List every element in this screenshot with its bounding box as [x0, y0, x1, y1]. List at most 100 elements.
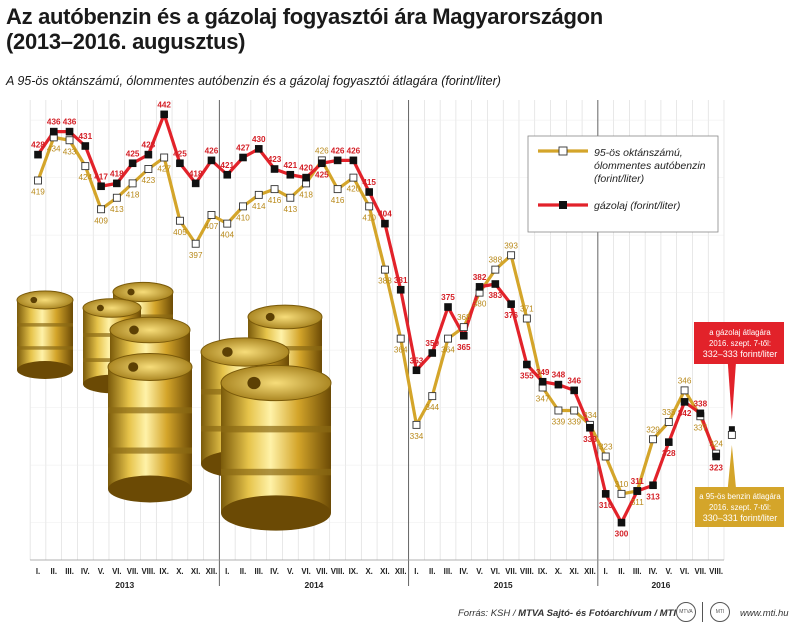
- diesel-point: [239, 153, 247, 162]
- benzin-point: [239, 202, 247, 211]
- diesel-point: [491, 280, 500, 288]
- month-tick-label: III.: [254, 567, 263, 576]
- benzin-point: [65, 136, 74, 145]
- month-tick-label: XII.: [395, 567, 407, 576]
- diesel-point: [270, 165, 279, 173]
- benzin-value-label: 413: [110, 205, 124, 214]
- diesel-point: [396, 285, 405, 294]
- benzin-value-label: 413: [283, 205, 297, 214]
- month-tick-label: VII.: [694, 567, 706, 576]
- diesel-forecast-box: [694, 322, 784, 364]
- benzin-point: [34, 176, 42, 185]
- barrel-bung: [265, 312, 275, 322]
- diesel-value-label: 436: [63, 118, 77, 127]
- month-tick-label: VI.: [491, 567, 501, 576]
- benzin-value-label: 344: [425, 403, 439, 412]
- benzin-value-label: 334: [410, 432, 424, 441]
- diesel-value-label: 359: [425, 339, 439, 348]
- month-tick-label: X.: [365, 567, 372, 576]
- benzin-value-label: 311: [631, 498, 644, 507]
- benzin-point: [428, 392, 437, 401]
- diesel-value-label: 383: [488, 291, 502, 300]
- chart-subtitle: A 95-ös oktánszámú, ólommentes autóbenzi…: [6, 74, 501, 88]
- month-tick-label: I.: [604, 567, 608, 576]
- website-link[interactable]: www.mti.hu: [740, 608, 789, 619]
- benzin-value-label: 410: [362, 213, 376, 222]
- benzin-point: [412, 420, 421, 429]
- benzin-value-label: 364: [394, 346, 408, 355]
- benzin-point: [649, 435, 657, 444]
- barrel-ring: [108, 407, 192, 414]
- diesel-value-label: 425: [173, 149, 187, 158]
- diesel-point: [349, 156, 358, 165]
- benzin-point: [444, 334, 452, 343]
- barrel-ring: [17, 346, 73, 350]
- benzin-point: [191, 239, 200, 248]
- barrel-bung: [129, 325, 139, 335]
- diesel-point: [128, 159, 137, 168]
- year-label: 2016: [651, 580, 670, 590]
- diesel-point: [664, 438, 673, 446]
- diesel-value-label: 333: [583, 435, 597, 444]
- month-tick-label: I.: [414, 567, 418, 576]
- diesel-forecast-text: a gázolaj átlagára: [709, 328, 771, 337]
- diesel-point: [586, 423, 594, 432]
- barrel-bung: [222, 347, 233, 357]
- barrel-bung: [30, 296, 38, 304]
- diesel-point: [633, 487, 642, 495]
- diesel-point: [523, 360, 531, 369]
- benzin-value-label: 426: [315, 146, 329, 155]
- benzin-value-label: 405: [173, 228, 187, 237]
- month-tick-label: III.: [444, 567, 453, 576]
- benzin-value-label: 337: [694, 423, 708, 432]
- diesel-value-label: 421: [283, 161, 297, 170]
- benzin-value-label: 416: [268, 196, 282, 205]
- diesel-value-label: 420: [299, 164, 313, 173]
- barrel-bung: [127, 288, 135, 296]
- diesel-point: [412, 366, 421, 375]
- diesel-value-label: 418: [110, 169, 124, 178]
- barrel-bottom: [221, 495, 331, 531]
- month-tick-label: VII.: [316, 567, 328, 576]
- barrel-ring: [17, 323, 73, 327]
- month-tick-label: IX.: [349, 567, 359, 576]
- barrel-lid: [109, 316, 191, 344]
- diesel-point: [254, 145, 263, 153]
- diesel-value-label: 430: [252, 135, 266, 144]
- month-tick-label: VI.: [680, 567, 690, 576]
- diesel-value-label: 375: [441, 293, 455, 302]
- source-prefix: Forrás: KSH /: [457, 608, 519, 619]
- diesel-value-label: 313: [646, 492, 660, 501]
- diesel-value-label: 426: [347, 146, 361, 155]
- mtva-logo-text: MTVA: [679, 609, 693, 615]
- diesel-point: [286, 170, 295, 179]
- benzin-value-label: 414: [252, 202, 266, 211]
- benzin-point: [144, 165, 153, 173]
- benzin-point: [570, 406, 579, 415]
- benzin-point: [333, 185, 342, 194]
- diesel-point: [696, 409, 705, 418]
- barrel-ring: [221, 425, 331, 433]
- diesel-value-label: 426: [331, 146, 345, 155]
- benzin-forecast-point: [727, 430, 736, 439]
- benzin-point: [617, 489, 626, 498]
- diesel-value-label: 382: [473, 273, 487, 282]
- benzin-value-label: 339: [552, 418, 566, 427]
- benzin-forecast-text: a 95-ös benzin átlagára: [699, 492, 781, 501]
- month-tick-label: II.: [51, 567, 58, 576]
- barrel-bottom: [108, 475, 192, 503]
- benzin-point: [207, 211, 216, 219]
- benzin-point: [223, 219, 232, 228]
- benzin-point: [128, 179, 137, 188]
- barrel-lid: [112, 281, 174, 303]
- legend: 95-ös oktánszámú,ólommentes autóbenzin(f…: [527, 135, 719, 233]
- benzin-point: [365, 202, 374, 211]
- diesel-value-label: 310: [599, 501, 613, 510]
- barrel-bung: [96, 304, 104, 312]
- diesel-point: [570, 386, 578, 395]
- benzin-value-label: 418: [299, 190, 313, 199]
- barrel-ring: [108, 447, 192, 454]
- benzin-value-label: 397: [189, 251, 203, 260]
- diesel-forecast-arrow: [727, 364, 736, 420]
- diesel-value-label: 342: [678, 409, 692, 418]
